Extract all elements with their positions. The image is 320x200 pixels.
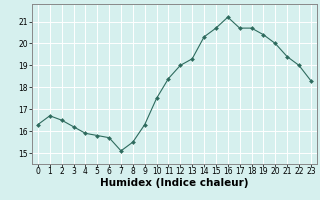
X-axis label: Humidex (Indice chaleur): Humidex (Indice chaleur) bbox=[100, 178, 249, 188]
